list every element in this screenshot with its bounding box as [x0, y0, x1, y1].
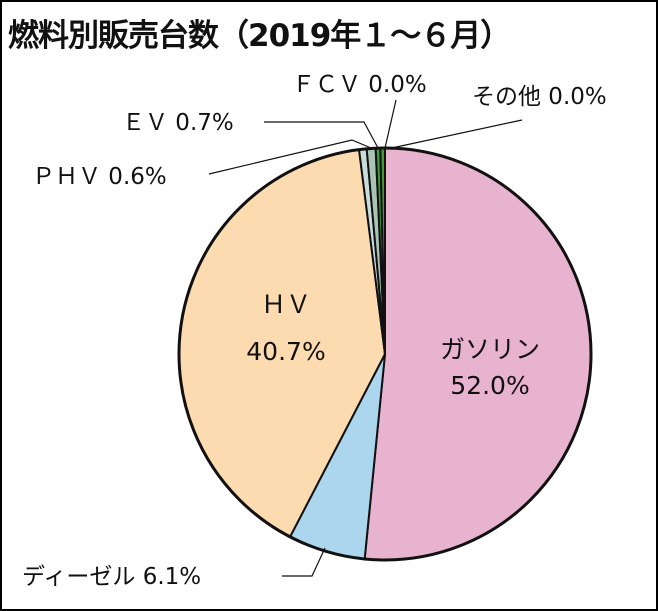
leader-ev [264, 121, 379, 149]
chart-title: 燃料別販売台数（2019年１～６月） [8, 18, 511, 54]
label-gasoline-value: 52.0% [450, 371, 529, 400]
leader-other [386, 119, 523, 150]
leader-diesel [282, 547, 326, 577]
label-phv: ＰＨＶ 0.6% [32, 164, 167, 190]
label-other: その他 0.0% [472, 84, 607, 110]
label-hv-name: ＨＶ [261, 290, 311, 319]
label-hv-value: 40.7% [246, 337, 325, 366]
label-ev: ＥＶ 0.7% [122, 110, 234, 136]
leader-fcv [384, 99, 397, 149]
label-fcv: ＦＣＶ 0.0% [292, 72, 427, 98]
label-gasoline-name: ガソリン [440, 335, 540, 364]
leader-phv [208, 139, 372, 175]
label-diesel: ディーゼル 6.1% [22, 564, 201, 590]
